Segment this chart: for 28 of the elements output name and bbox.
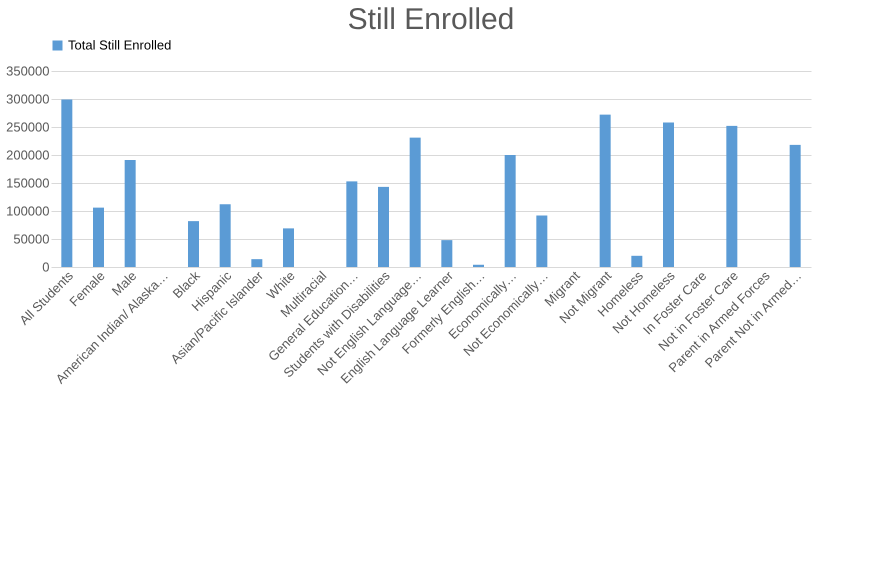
bar [93,208,104,267]
y-tick-label: 350000 [6,64,50,78]
bar [600,114,611,267]
bar [61,100,72,267]
bar [346,181,358,267]
bar [378,186,389,267]
bar [504,155,516,267]
chart-title: Still Enrolled [348,3,514,36]
y-tick-label: 250000 [6,120,50,134]
y-tick-label: 100000 [6,204,50,218]
bar [410,138,421,267]
bar [631,256,642,267]
bar [124,160,136,267]
bar [251,259,262,267]
y-tick-label: 200000 [6,148,50,162]
bar [188,221,199,267]
bar [536,215,548,267]
bar [726,126,738,267]
y-tick-label: 150000 [6,176,50,190]
bar [441,240,452,267]
bar [663,122,674,267]
y-tick-label: 0 [42,260,50,274]
bar [220,204,231,267]
bar [790,144,801,267]
y-tick-label: 300000 [6,92,50,106]
legend-label: Total Still Enrolled [68,38,172,52]
y-tick-label: 50000 [13,232,50,246]
bar [283,228,294,267]
